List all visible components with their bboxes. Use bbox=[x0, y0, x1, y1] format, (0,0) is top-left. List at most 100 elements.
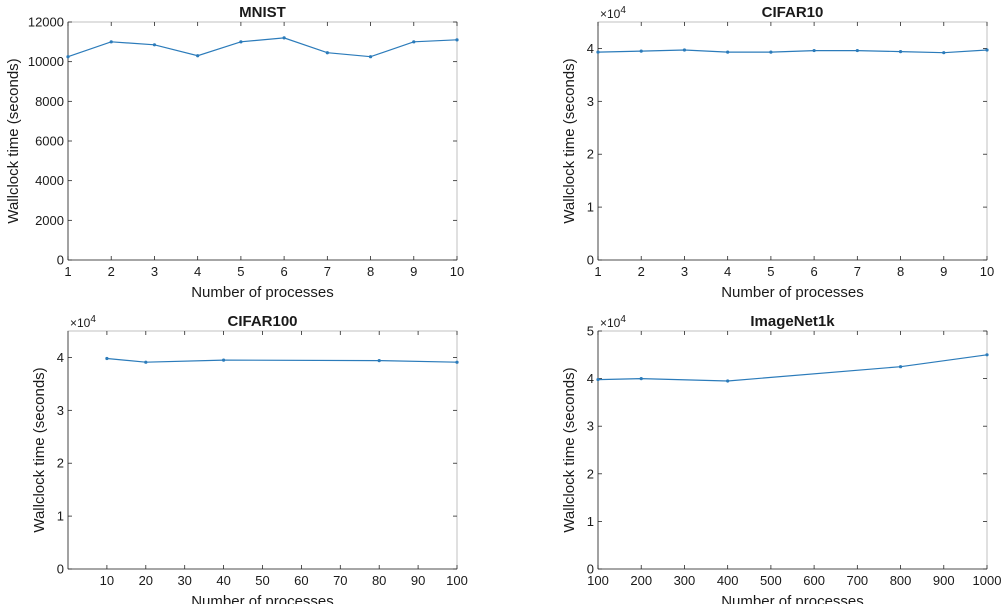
x-tick-label: 8 bbox=[897, 264, 904, 279]
y-exponent-label: ×104 bbox=[600, 314, 626, 330]
x-tick-label: 1 bbox=[594, 264, 601, 279]
y-axis-label: Wallclock time (seconds) bbox=[5, 58, 22, 223]
data-point bbox=[152, 43, 157, 47]
data-point bbox=[282, 36, 286, 40]
data-point bbox=[639, 49, 643, 53]
x-tick-label: 100 bbox=[446, 573, 468, 588]
chart-title: CIFAR100 bbox=[227, 313, 297, 330]
x-axis-label: Number of processes bbox=[721, 284, 864, 301]
series-line bbox=[67, 37, 458, 58]
x-tick-label: 600 bbox=[803, 573, 825, 588]
y-tick-label: 3 bbox=[57, 403, 64, 418]
y-tick-label: 0 bbox=[57, 253, 64, 268]
data-point bbox=[377, 359, 381, 363]
y-tick-label: 1 bbox=[57, 509, 64, 524]
y-tick-label: 8000 bbox=[35, 94, 64, 109]
data-point bbox=[726, 50, 730, 54]
x-tick-label: 10 bbox=[100, 573, 114, 588]
x-tick-label: 4 bbox=[724, 264, 731, 279]
x-tick-label: 20 bbox=[139, 573, 153, 588]
chart-title: ImageNet1k bbox=[750, 313, 835, 330]
x-tick-label: 3 bbox=[151, 264, 158, 279]
x-tick-label: 8 bbox=[367, 264, 374, 279]
x-tick-label: 2 bbox=[108, 264, 115, 279]
y-tick-label: 4 bbox=[57, 350, 64, 365]
data-point bbox=[639, 377, 643, 381]
y-tick-label: 6000 bbox=[35, 134, 64, 149]
x-tick-label: 5 bbox=[237, 264, 244, 279]
x-tick-label: 400 bbox=[717, 573, 739, 588]
y-tick-label: 4 bbox=[587, 41, 594, 56]
data-point bbox=[726, 379, 730, 383]
x-tick-label: 800 bbox=[890, 573, 912, 588]
x-tick-label: 10 bbox=[450, 264, 464, 279]
data-point bbox=[325, 51, 329, 55]
data-point bbox=[368, 55, 373, 59]
data-point bbox=[66, 55, 70, 59]
x-tick-label: 50 bbox=[255, 573, 269, 588]
y-tick-label: 0 bbox=[587, 562, 594, 577]
data-point bbox=[596, 50, 600, 54]
data-point bbox=[196, 54, 200, 58]
y-tick-label: 0 bbox=[57, 562, 64, 577]
x-tick-label: 9 bbox=[940, 264, 947, 279]
x-tick-label: 100 bbox=[587, 573, 609, 588]
y-tick-label: 1 bbox=[587, 514, 594, 529]
plot-box bbox=[67, 330, 458, 570]
x-tick-label: 5 bbox=[767, 264, 774, 279]
data-point bbox=[812, 48, 816, 53]
y-axis-label: Wallclock time (seconds) bbox=[31, 367, 48, 532]
data-point bbox=[239, 40, 243, 44]
chart-panel-1: 1 2 3 4 5 6 7 8 9 10 0 2000 4000 6000 8000 10000 12000 MN… bbox=[5, 4, 464, 301]
x-tick-label: 70 bbox=[333, 573, 347, 588]
x-tick-label: 9 bbox=[410, 264, 417, 279]
y-exponent-label: ×104 bbox=[600, 5, 626, 21]
x-tick-label: 4 bbox=[194, 264, 201, 279]
y-tick-label: 2 bbox=[587, 147, 594, 162]
data-point bbox=[855, 48, 859, 53]
y-tick-label: 5 bbox=[587, 324, 594, 339]
x-tick-label: 2 bbox=[638, 264, 645, 279]
chart-title: MNIST bbox=[239, 4, 286, 21]
y-exponent-power: 4 bbox=[620, 5, 626, 16]
y-tick-label: 2000 bbox=[35, 213, 64, 228]
plot-box bbox=[67, 21, 458, 261]
x-tick-label: 60 bbox=[294, 573, 308, 588]
y-exponent-label: ×104 bbox=[70, 314, 96, 330]
plot-box bbox=[597, 21, 988, 261]
data-point bbox=[898, 50, 903, 54]
x-tick-label: 6 bbox=[810, 264, 817, 279]
x-axis-label: Number of processes bbox=[191, 284, 334, 301]
y-axis-label: Wallclock time (seconds) bbox=[561, 367, 578, 532]
y-tick-label: 1 bbox=[587, 200, 594, 215]
y-tick-label: 12000 bbox=[28, 15, 64, 30]
x-tick-label: 500 bbox=[760, 573, 782, 588]
y-tick-label: 4000 bbox=[35, 173, 64, 188]
series-line bbox=[597, 49, 988, 54]
data-point bbox=[222, 358, 226, 362]
y-tick-label: 0 bbox=[587, 253, 594, 268]
x-tick-label: 30 bbox=[177, 573, 191, 588]
data-point bbox=[105, 356, 109, 361]
x-tick-label: 80 bbox=[372, 573, 386, 588]
y-exponent-power: 4 bbox=[620, 314, 626, 325]
data-point bbox=[769, 50, 773, 54]
chart-panel-4: 100 200 300 400 500 600 700 800 900 1000 0 1 2 3 4 5 ×10… bbox=[561, 313, 1001, 609]
data-point bbox=[144, 360, 148, 364]
y-exponent-power: 4 bbox=[90, 314, 96, 325]
y-axis-label: Wallclock time (seconds) bbox=[561, 58, 578, 223]
x-tick-label: 6 bbox=[280, 264, 287, 279]
data-point bbox=[985, 353, 989, 357]
y-tick-label: 4 bbox=[587, 371, 594, 386]
x-axis-label: Number of processes bbox=[191, 593, 334, 604]
data-point bbox=[455, 38, 459, 42]
y-tick-label: 3 bbox=[587, 419, 594, 434]
y-tick-label: 2 bbox=[57, 456, 64, 471]
x-tick-label: 7 bbox=[324, 264, 331, 279]
chart-title: CIFAR10 bbox=[762, 4, 824, 21]
x-tick-label: 900 bbox=[933, 573, 955, 588]
x-tick-label: 7 bbox=[854, 264, 861, 279]
